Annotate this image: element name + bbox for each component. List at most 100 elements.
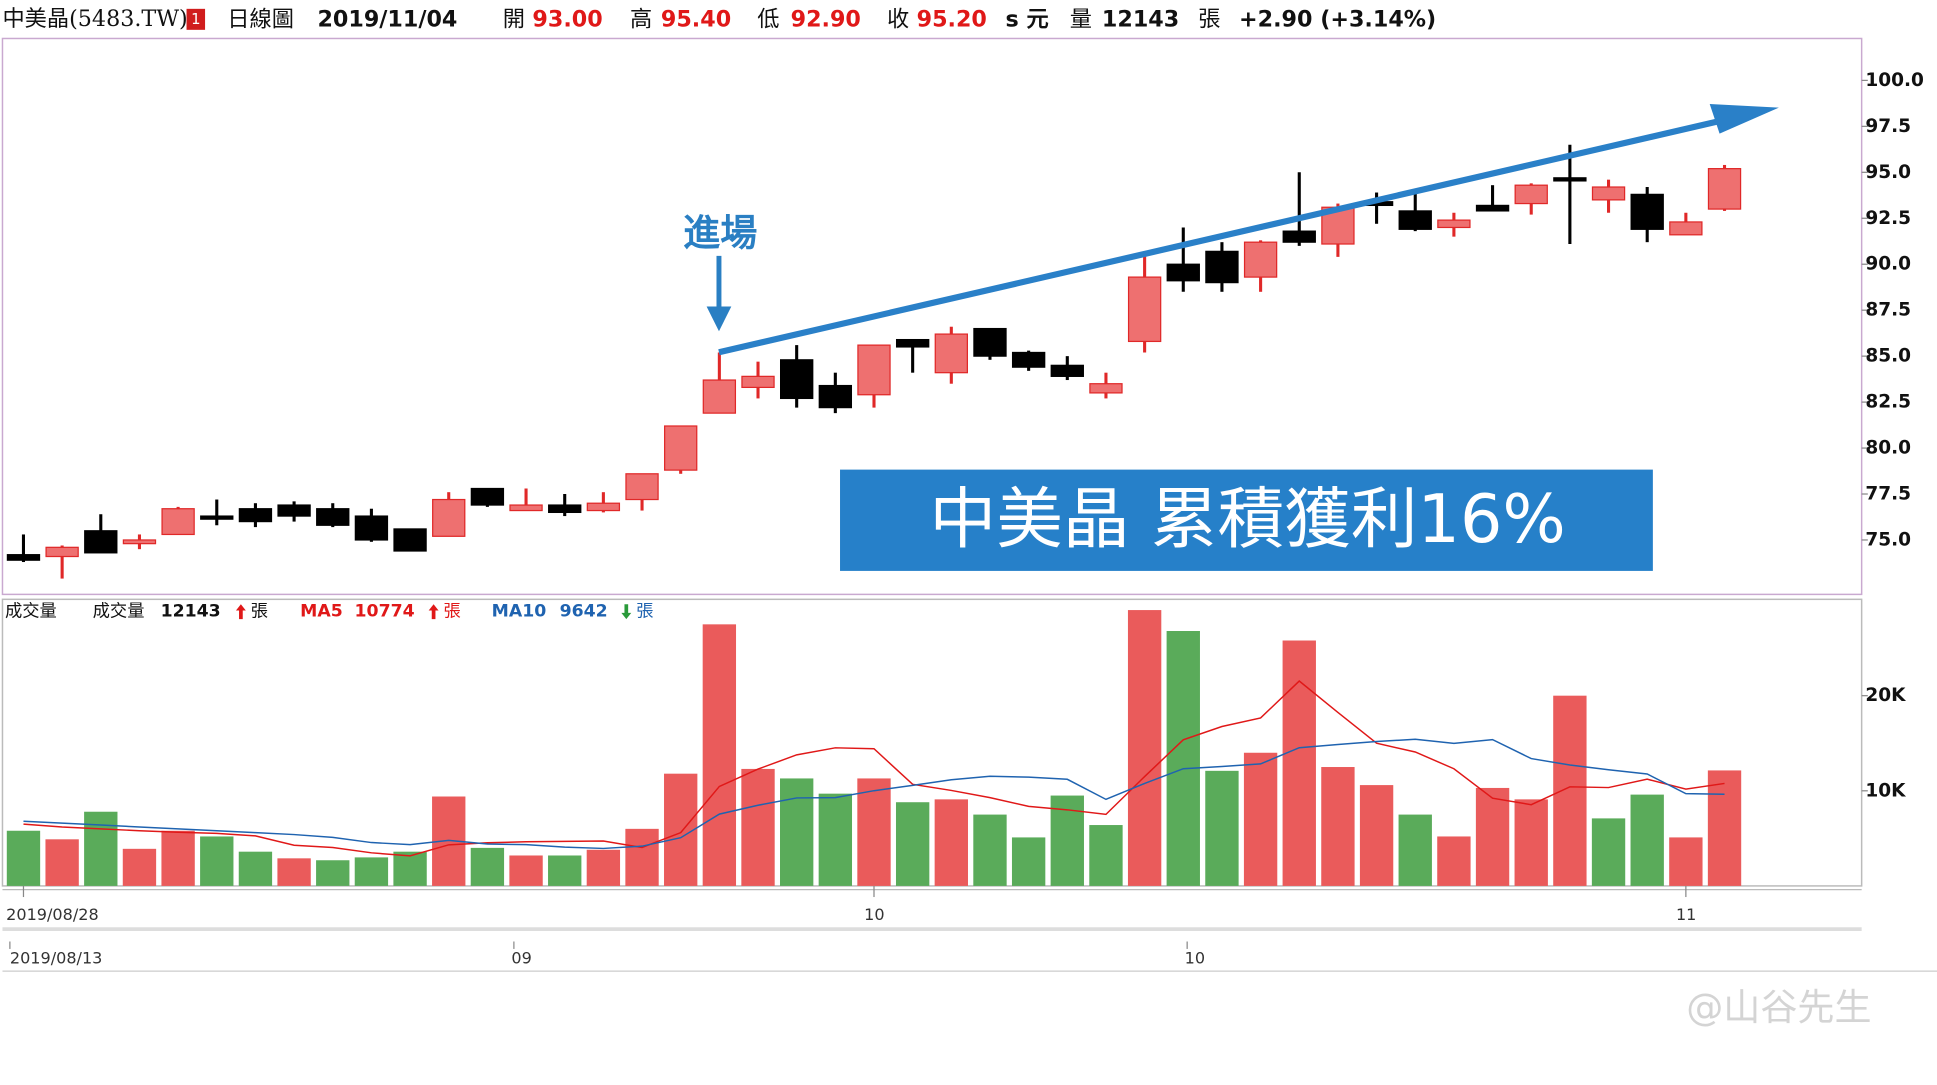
candle-body xyxy=(818,384,853,409)
legend-arrow xyxy=(235,604,246,620)
candle-body xyxy=(1166,263,1200,282)
volume-bar xyxy=(1630,794,1664,886)
volume-bar xyxy=(1089,825,1123,886)
x-tick-label: 2019/08/28 xyxy=(6,905,99,924)
volume-bar xyxy=(6,830,41,886)
candle-body xyxy=(1089,383,1123,394)
candle-body xyxy=(779,359,814,400)
volume-bar xyxy=(1437,836,1471,886)
volume-bar xyxy=(277,858,311,886)
candle-body xyxy=(857,344,891,396)
candle-body xyxy=(1437,219,1471,229)
panel-title: 成交量 xyxy=(5,602,57,622)
legend-name: MA5 xyxy=(300,602,343,622)
volume-bar xyxy=(664,773,698,886)
x-tick-label: 10 xyxy=(864,905,884,924)
currency: s 元 xyxy=(1006,6,1049,32)
volume-bar xyxy=(548,855,582,886)
close-label: 收 xyxy=(887,6,909,32)
volume-bar xyxy=(161,830,195,886)
candle-body xyxy=(122,539,157,545)
legend-name: MA10 xyxy=(492,602,547,622)
y-tick-label: 92.5 xyxy=(1865,208,1911,229)
candle-body xyxy=(1205,250,1239,284)
volume-bar xyxy=(316,860,350,886)
volume-bar xyxy=(741,768,775,886)
volume-bar xyxy=(1591,818,1626,886)
y-tick-label: 97.5 xyxy=(1865,116,1911,137)
volume-bar xyxy=(393,851,427,886)
legend-arrow xyxy=(621,604,632,620)
volume-value: 12143 xyxy=(1102,6,1179,32)
candle-body xyxy=(934,333,968,374)
candle-body xyxy=(6,554,41,561)
candle-body xyxy=(1630,193,1664,230)
y-tick-label: 20K xyxy=(1865,685,1906,706)
volume-label: 量 xyxy=(1070,6,1092,32)
legend-unit: 張 xyxy=(251,602,268,622)
change: +2.90 (+3.14%) xyxy=(1239,6,1436,32)
legend-arrow xyxy=(428,604,439,620)
legend-value: 9642 xyxy=(560,602,608,622)
volume-bar xyxy=(1011,837,1046,886)
volume-bar xyxy=(1321,767,1355,886)
candle-body xyxy=(354,515,389,541)
candle-body xyxy=(741,375,775,389)
volume-bar xyxy=(84,811,118,886)
volume-bar xyxy=(470,847,505,886)
volume-bar xyxy=(1243,752,1278,886)
volume-bar xyxy=(586,849,621,886)
volume-bar xyxy=(1669,837,1703,886)
legend-unit: 張 xyxy=(636,602,653,622)
volume-bar xyxy=(973,814,1007,886)
candle-body xyxy=(973,327,1007,357)
candle-body xyxy=(1707,168,1742,210)
open-label: 開 xyxy=(503,6,525,32)
price-panel xyxy=(1,37,1863,596)
candle-body xyxy=(470,487,505,506)
high-value: 95.40 xyxy=(661,6,731,32)
x-tick-label: 11 xyxy=(1676,905,1696,924)
date: 2019/11/04 xyxy=(317,6,457,32)
volume-bar xyxy=(1707,770,1742,886)
y-tick-label: 95.0 xyxy=(1865,162,1911,183)
candle-body xyxy=(161,508,195,536)
plot: 75.0 77.5 80.0 82.5 85.0 87.5 90.0 92.5 95.0 97.5… xyxy=(5,70,1924,924)
candle-body xyxy=(1127,276,1162,343)
y-tick-label: 100.0 xyxy=(1865,70,1924,91)
candle-body xyxy=(1553,177,1587,182)
candle-body xyxy=(509,504,543,512)
volume-bar xyxy=(1127,610,1162,886)
trend-arrow-head xyxy=(1709,103,1779,134)
volume-bar xyxy=(857,778,891,886)
low-label: 低 xyxy=(757,6,779,32)
candle-body xyxy=(1050,364,1084,377)
badge-box xyxy=(186,8,206,30)
volume-unit: 張 xyxy=(1198,6,1220,32)
y-tick-label: 85.0 xyxy=(1865,346,1911,367)
candle-body xyxy=(238,508,273,523)
candle-body xyxy=(277,504,311,517)
volume-bar xyxy=(509,855,543,886)
entry-arrow-head xyxy=(706,306,732,332)
watermark: @山谷先生 xyxy=(1686,986,1871,1029)
result-label: 中美晶 累積獲利16% xyxy=(930,480,1566,558)
volume-bar xyxy=(1514,799,1548,886)
candle-body xyxy=(895,338,930,348)
candle-body xyxy=(1282,230,1316,243)
candle-body xyxy=(1243,241,1278,278)
legend-unit: 張 xyxy=(443,602,460,622)
header: 中美晶(5483.TW) 1 日線圖 2019/11/04 開 93.00 高 … xyxy=(2,6,1436,32)
ma-line xyxy=(23,680,1725,857)
candle-body xyxy=(316,508,350,526)
volume-bar xyxy=(45,839,79,886)
y-tick-label: 75.0 xyxy=(1865,529,1911,550)
volume-bar xyxy=(1398,814,1432,886)
volume-bar xyxy=(1166,631,1200,886)
volume-bar xyxy=(1553,695,1587,886)
candle-body xyxy=(1398,210,1432,230)
volume-bar xyxy=(1359,785,1394,886)
volume-bar xyxy=(238,851,273,886)
candle-body xyxy=(393,528,427,552)
